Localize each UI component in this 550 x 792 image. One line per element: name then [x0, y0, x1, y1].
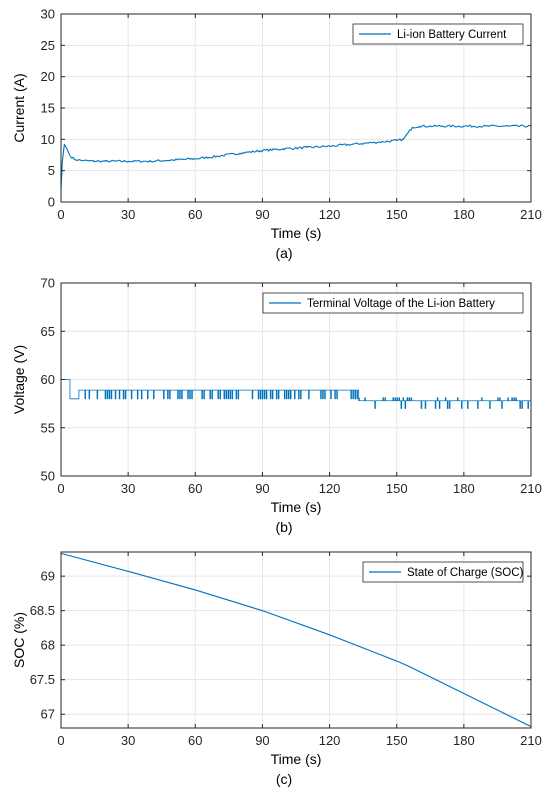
panel-caption-a: (a) [275, 245, 292, 261]
legend-box-c [362, 561, 524, 583]
series-line [60, 124, 532, 190]
x-tick-label: 90 [255, 733, 269, 748]
x-tick-label: 120 [319, 481, 341, 496]
y-tick-label: 68.5 [30, 603, 55, 618]
x-tick-label: 0 [57, 207, 64, 222]
x-tick-label: 150 [386, 207, 408, 222]
x-tick-label: 60 [188, 733, 202, 748]
x-axis-label-c: Time (s) [271, 751, 322, 767]
legend-label-a: Li-ion Battery Current [397, 29, 507, 41]
x-tick-label: 180 [453, 481, 475, 496]
y-tick-label: 20 [41, 69, 55, 84]
x-tick-label: 120 [319, 207, 341, 222]
x-tick-label: 90 [255, 481, 269, 496]
panel-caption-c: (c) [276, 771, 292, 787]
y-axis-label-b: Voltage (V) [11, 345, 27, 414]
y-tick-label: 10 [41, 132, 55, 147]
series-line [61, 379, 531, 409]
y-tick-label: 55 [41, 420, 55, 435]
x-axis-label-a: Time (s) [271, 225, 322, 241]
ticks-a: 0 30 60 90 120 150 180 210 0 5 10 15 20 25 30 [41, 7, 542, 223]
x-axis-label-b: Time (s) [271, 499, 322, 515]
legend-a: Li-ion Battery Current [352, 23, 524, 45]
y-axis-label-a: Current (A) [11, 73, 27, 142]
y-tick-label: 60 [41, 372, 55, 387]
x-tick-label: 60 [188, 481, 202, 496]
x-tick-label: 210 [520, 207, 542, 222]
x-tick-label: 210 [520, 733, 542, 748]
x-tick-label: 30 [121, 481, 135, 496]
x-tick-label: 90 [255, 207, 269, 222]
x-tick-label: 0 [57, 481, 64, 496]
legend-box-b [262, 292, 524, 314]
series-b [61, 379, 531, 409]
x-tick-label: 30 [121, 733, 135, 748]
x-tick-label: 150 [386, 733, 408, 748]
chart-panel-c: 0 30 60 90 120 150 180 210 67 67.5 68 68.5 69 State … [11, 551, 542, 787]
y-tick-label: 50 [41, 469, 55, 484]
grid-a [60, 13, 532, 203]
legend-c: State of Charge (SOC) [362, 561, 524, 583]
legend-box-a [352, 23, 524, 45]
legend-b: Terminal Voltage of the Li-ion Battery [262, 292, 524, 314]
ticks-b: 0 30 60 90 120 150 180 210 50 55 60 65 70 [41, 276, 542, 497]
y-tick-label: 5 [48, 163, 55, 178]
y-axis-label-c: SOC (%) [11, 612, 27, 668]
y-tick-label: 68 [41, 638, 55, 653]
ticks-c: 0 30 60 90 120 150 180 210 67 67.5 68 68.5 69 [30, 552, 542, 748]
x-tick-label: 150 [386, 481, 408, 496]
y-tick-label: 67 [41, 707, 55, 722]
y-tick-label: 0 [48, 195, 55, 210]
y-tick-label: 25 [41, 38, 55, 53]
x-tick-label: 120 [319, 733, 341, 748]
y-tick-label: 69 [41, 569, 55, 584]
x-tick-label: 210 [520, 481, 542, 496]
legend-label-c: State of Charge (SOC) [407, 567, 523, 579]
plot-frame-c [60, 551, 532, 729]
legend-label-b: Terminal Voltage of the Li-ion Battery [307, 298, 495, 310]
chart-panel-a: 0 30 60 90 120 150 180 210 0 5 10 15 20 25 30 Li-ion B… [11, 7, 542, 262]
y-tick-label: 70 [41, 276, 55, 291]
x-tick-label: 0 [57, 733, 64, 748]
series-c [60, 552, 532, 728]
series-a [60, 124, 532, 190]
x-tick-label: 180 [453, 733, 475, 748]
y-tick-label: 15 [41, 101, 55, 116]
y-tick-label: 30 [41, 7, 55, 22]
y-tick-label: 65 [41, 324, 55, 339]
chart-panel-b: 0 30 60 90 120 150 180 210 50 55 60 65 70 Terminal V… [11, 276, 542, 536]
x-tick-label: 60 [188, 207, 202, 222]
x-tick-label: 180 [453, 207, 475, 222]
series-line [60, 552, 532, 728]
x-tick-label: 30 [121, 207, 135, 222]
panel-caption-b: (b) [275, 519, 292, 535]
y-tick-label: 67.5 [30, 672, 55, 687]
